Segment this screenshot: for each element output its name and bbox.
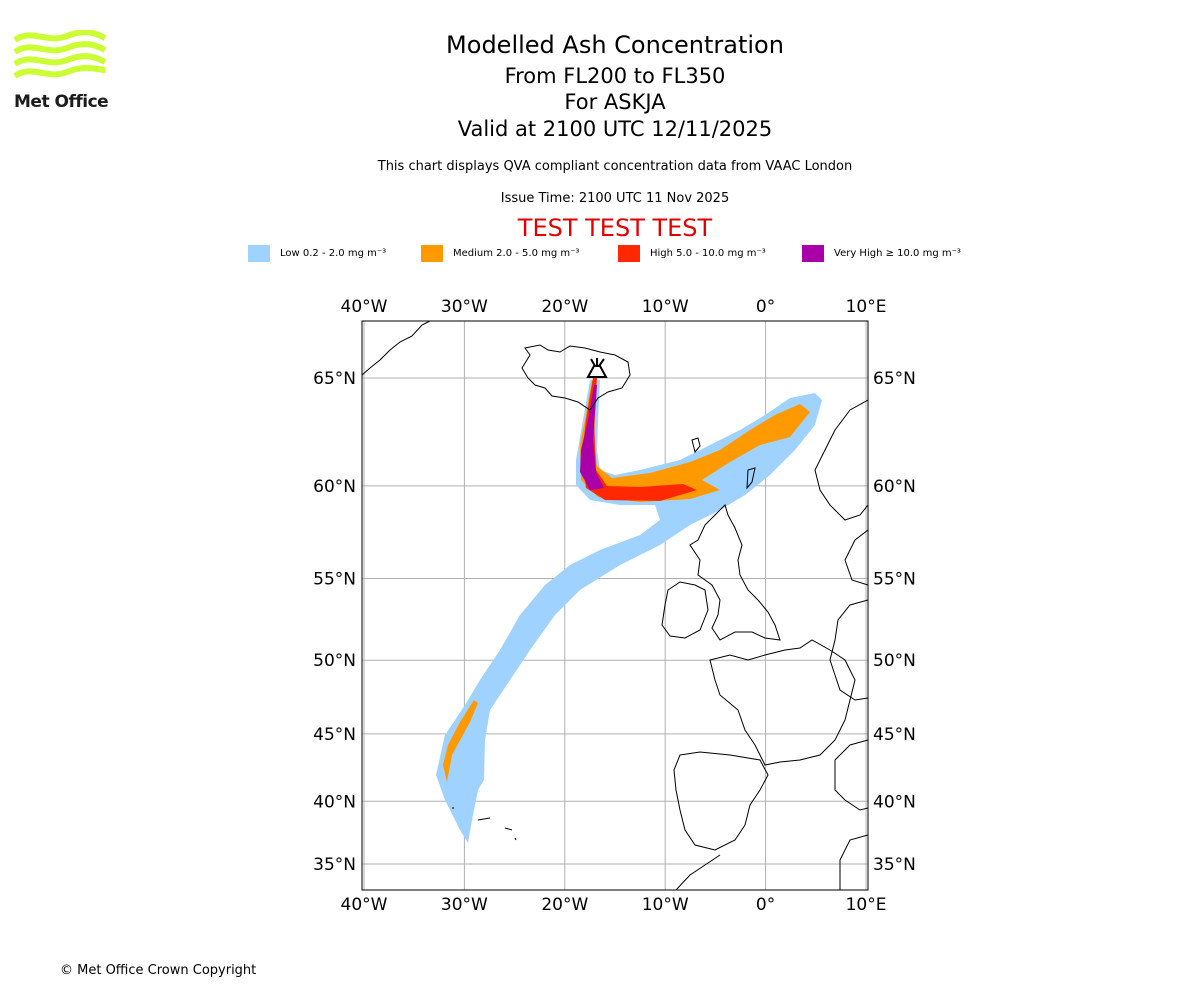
coast-ireland xyxy=(661,581,709,639)
lon-tick-label: 10°W xyxy=(642,895,689,915)
legend-swatch xyxy=(802,245,824,262)
copyright: © Met Office Crown Copyright xyxy=(60,963,257,978)
legend-swatch xyxy=(618,245,640,262)
lon-tick-label: 0° xyxy=(756,297,775,317)
legend-item-low: Low 0.2 - 2.0 mg m⁻³ xyxy=(248,245,386,262)
legend-swatch xyxy=(248,245,270,262)
lon-tick-label: 0° xyxy=(756,895,775,915)
lat-tick-label: 45°N xyxy=(873,725,916,745)
legend-item-medium: Medium 2.0 - 5.0 mg m⁻³ xyxy=(421,245,579,262)
qva-note: This chart displays QVA compliant concen… xyxy=(377,159,853,174)
lon-tick-label: 20°W xyxy=(541,297,588,317)
legend-item-very-high: Very High ≥ 10.0 mg m⁻³ xyxy=(802,245,961,262)
legend-item-high: High 5.0 - 10.0 mg m⁻³ xyxy=(618,245,766,262)
coast-azores xyxy=(452,807,517,841)
lat-tick-label: 65°N xyxy=(313,369,356,389)
coast-scotland xyxy=(689,504,781,641)
flight-levels: From FL200 to FL350 xyxy=(504,64,726,88)
lon-tick-label: 20°W xyxy=(541,895,588,915)
lat-tick-label: 55°N xyxy=(873,570,916,590)
legend-label: High 5.0 - 10.0 mg m⁻³ xyxy=(650,248,766,259)
axis-labels: 40°W 40°W 30°W 30°W 20°W 20°W 10°W 10°W 0° 0° 10°E… xyxy=(313,297,916,915)
lat-tick-label: 65°N xyxy=(873,369,916,389)
met-office-logo-text: Met Office xyxy=(14,92,109,112)
coast-france xyxy=(709,639,856,766)
valid-time: Valid at 2100 UTC 12/11/2025 xyxy=(457,117,773,141)
volcano-icon xyxy=(586,358,608,378)
coastlines xyxy=(362,321,868,890)
lat-tick-label: 50°N xyxy=(873,651,916,671)
lon-tick-label: 30°W xyxy=(441,297,488,317)
ash-plume xyxy=(436,378,822,843)
legend-swatch xyxy=(421,245,443,262)
legend-label: Very High ≥ 10.0 mg m⁻³ xyxy=(834,248,961,259)
lat-tick-label: 45°N xyxy=(313,725,356,745)
lon-tick-label: 30°W xyxy=(441,895,488,915)
lat-tick-label: 35°N xyxy=(313,855,356,875)
ash-very-high-area xyxy=(580,385,604,490)
lat-tick-label: 50°N xyxy=(313,651,356,671)
lat-tick-label: 55°N xyxy=(313,570,356,590)
volcano-name: For ASKJA xyxy=(564,90,666,114)
lon-tick-label: 40°W xyxy=(341,895,388,915)
lon-tick-label: 40°W xyxy=(341,297,388,317)
lat-tick-label: 40°N xyxy=(313,792,356,812)
coast-europe-east xyxy=(675,529,868,890)
issue-time: Issue Time: 2100 UTC 11 Nov 2025 xyxy=(500,191,730,206)
coast-iceland xyxy=(521,344,631,411)
coast-norway xyxy=(814,399,868,521)
coast-iberia xyxy=(673,751,769,851)
coast-shetland xyxy=(746,467,756,490)
ash-low-area xyxy=(436,380,822,843)
lat-tick-label: 60°N xyxy=(873,477,916,497)
lat-tick-label: 40°N xyxy=(873,792,916,812)
lat-tick-label: 60°N xyxy=(313,477,356,497)
legend-label: Low 0.2 - 2.0 mg m⁻³ xyxy=(280,248,387,259)
chart-title: Modelled Ash Concentration xyxy=(446,31,784,59)
lon-tick-label: 10°W xyxy=(642,297,689,317)
lat-tick-label: 35°N xyxy=(873,855,916,875)
map-frame xyxy=(361,320,869,891)
lon-tick-label: 10°E xyxy=(846,297,887,317)
coast-greenland xyxy=(362,321,431,376)
legend-label: Medium 2.0 - 5.0 mg m⁻³ xyxy=(453,248,580,259)
ash-medium-area xyxy=(443,380,810,782)
met-office-logo xyxy=(13,30,107,79)
lon-tick-label: 10°E xyxy=(846,895,887,915)
test-banner: TEST TEST TEST xyxy=(517,214,713,242)
coast-faroe xyxy=(691,437,701,454)
graticule xyxy=(362,321,868,890)
